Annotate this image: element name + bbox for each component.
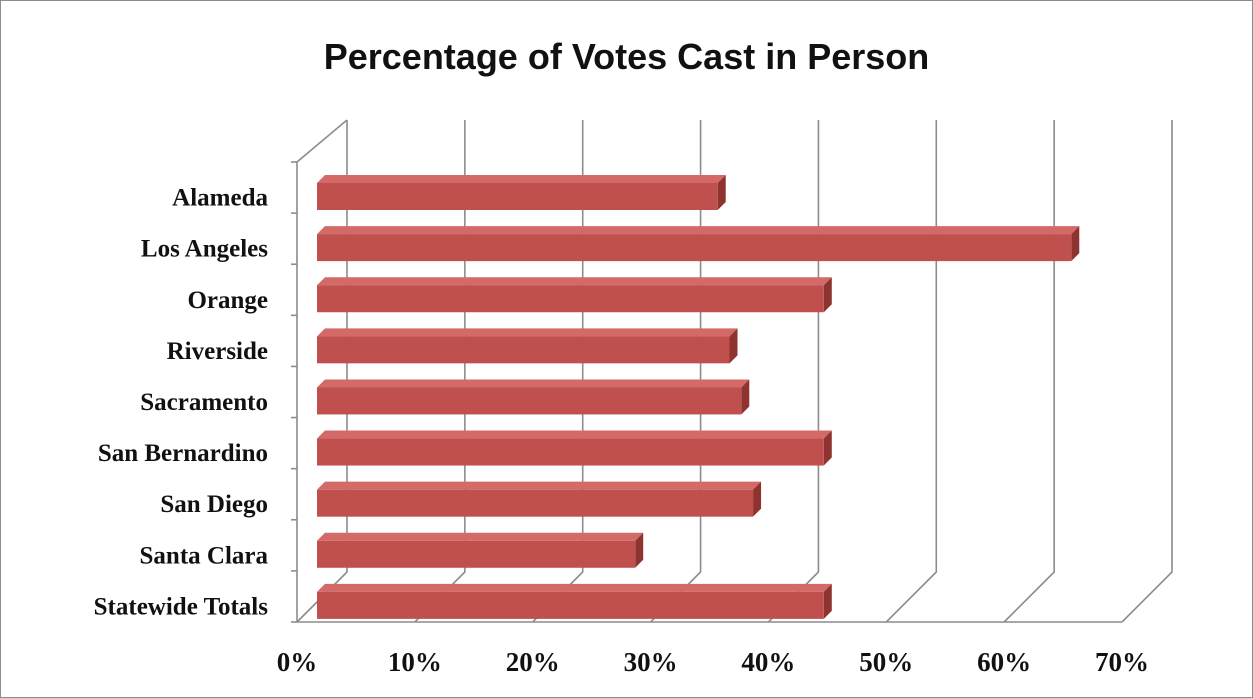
category-labels: Alameda Los Angeles Orange Riverside Sacrame… xyxy=(94,185,269,621)
category-label: San Bernardino xyxy=(98,440,268,467)
bar-side xyxy=(741,379,750,415)
category-label: Santa Clara xyxy=(140,542,269,569)
bar-front xyxy=(317,591,824,619)
category-label: Sacramento xyxy=(140,389,268,416)
bar-side xyxy=(823,277,832,313)
tick-label: 70% xyxy=(1095,647,1149,677)
bar-front xyxy=(317,234,1072,262)
bar-front xyxy=(317,387,742,415)
bar-side xyxy=(823,583,832,619)
bar-top xyxy=(317,532,644,541)
tick-label: 10% xyxy=(388,647,442,677)
bar-side xyxy=(1071,226,1080,262)
category-label: Los Angeles xyxy=(141,236,268,263)
bar-top xyxy=(317,328,738,337)
category-axis xyxy=(291,119,1122,623)
category-label: Statewide Totals xyxy=(94,593,269,620)
bar xyxy=(317,175,726,210)
bar-front xyxy=(317,438,824,466)
chart-title: Percentage of Votes Cast in Person xyxy=(323,36,930,77)
category-label: Orange xyxy=(187,287,268,314)
bar-side xyxy=(635,532,644,568)
bar-front xyxy=(317,336,730,364)
gridline xyxy=(1003,120,1055,623)
bar-top xyxy=(317,175,726,183)
bar-front xyxy=(317,285,824,313)
bar-front xyxy=(317,183,718,210)
side-wall-top xyxy=(296,119,348,163)
bar-front xyxy=(317,540,636,568)
bar xyxy=(317,277,832,313)
bar-side xyxy=(823,430,832,466)
bar-side xyxy=(729,328,738,364)
tick-label: 60% xyxy=(977,647,1031,677)
gridline xyxy=(296,120,348,623)
bar-top xyxy=(317,481,762,490)
gridline xyxy=(767,120,820,623)
bar xyxy=(317,328,738,364)
bar-top xyxy=(317,430,832,439)
gridline xyxy=(1121,120,1173,623)
bar xyxy=(317,532,644,568)
bar-side xyxy=(717,175,726,210)
bar-front xyxy=(317,489,754,517)
bar-top xyxy=(317,226,1080,235)
bar xyxy=(317,226,1080,262)
bar-top xyxy=(317,379,750,388)
bar-top xyxy=(317,277,832,286)
category-label: Alameda xyxy=(172,185,268,212)
tick-label: 30% xyxy=(624,647,678,677)
bar xyxy=(317,379,750,415)
category-label: Riverside xyxy=(167,338,268,365)
bar xyxy=(317,583,832,619)
tick-label: 40% xyxy=(741,647,795,677)
bar xyxy=(317,430,832,466)
bars xyxy=(317,175,1080,619)
gridline xyxy=(885,120,938,623)
category-label: San Diego xyxy=(160,491,268,518)
bar xyxy=(317,481,762,517)
bar-top xyxy=(317,583,832,592)
value-axis-ticks: 0% 10% 20% 30% 40% 50% 60% 70% xyxy=(277,647,1149,677)
tick-label: 50% xyxy=(859,647,913,677)
tick-label: 20% xyxy=(506,647,560,677)
tick-label: 0% xyxy=(277,647,318,677)
bar-side xyxy=(753,481,762,517)
